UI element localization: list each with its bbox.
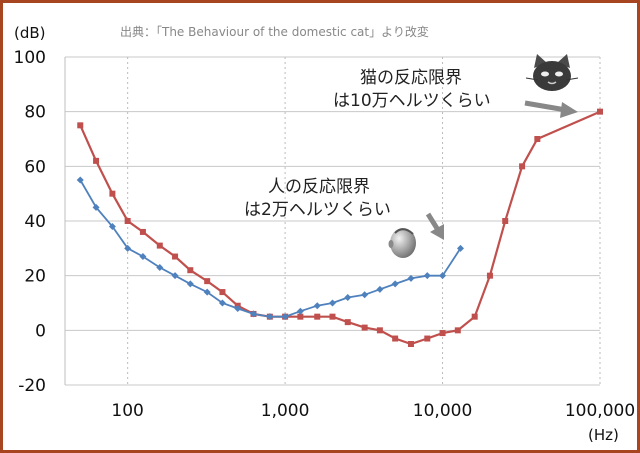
y-unit-label: (dB) (14, 24, 46, 42)
data-point-cat (424, 335, 431, 342)
data-point-cat (297, 313, 304, 320)
data-point-cat (454, 327, 461, 334)
data-point-cat (329, 313, 336, 320)
data-point-cat (93, 157, 100, 164)
human-annotation-line2: は2万ヘルツくらい (244, 200, 391, 220)
y-tick-label: -20 (18, 376, 46, 396)
data-point-cat (534, 136, 541, 142)
human-annotation-line1: 人の反応限界 (268, 177, 370, 197)
axes: -20 0 20 40 60 80 100 100 1,000 10,000 100,000 (14, 48, 636, 421)
data-point-cat (77, 122, 84, 129)
data-point-cat (392, 335, 399, 342)
data-point-cat (407, 341, 414, 347)
data-point-human (218, 299, 226, 307)
cat-annotation-line2: は10万ヘルツくらい (333, 91, 491, 111)
data-point-cat (486, 272, 493, 279)
data-point-cat (597, 108, 603, 115)
series (76, 108, 603, 347)
data-point-human (234, 304, 242, 312)
cat-arrow (524, 100, 578, 118)
cat-annotation-line1: 猫の反応限界 (360, 68, 462, 88)
source-text: 出典：「The Behaviour of the domestic cat」より… (120, 24, 429, 39)
y-tick-label: 20 (24, 267, 46, 287)
data-point-human (456, 244, 464, 252)
data-point-human (139, 253, 147, 261)
data-point-cat (361, 324, 368, 331)
data-point-human (361, 291, 369, 299)
y-tick-label: 60 (24, 157, 46, 177)
series-cat (77, 108, 603, 347)
y-tick-label: 40 (24, 212, 46, 232)
human-head-icon (388, 228, 416, 258)
cat-face-icon (525, 54, 579, 91)
data-point-human (296, 307, 304, 315)
x-tick-label: 1,000 (261, 401, 310, 421)
data-point-human (76, 176, 84, 184)
series-line-cat (79, 110, 601, 346)
series-human (76, 176, 464, 321)
data-point-human (266, 313, 274, 321)
human-arrow (425, 212, 444, 240)
data-point-cat (314, 313, 321, 320)
data-point-human (186, 280, 194, 288)
data-point-human (156, 263, 164, 271)
data-point-human (250, 310, 258, 318)
data-point-cat (187, 267, 194, 274)
data-point-cat (172, 253, 179, 260)
data-point-human (203, 288, 211, 296)
data-point-cat (502, 218, 509, 224)
data-point-cat (439, 330, 446, 337)
data-point-cat (204, 278, 211, 285)
grid (65, 56, 601, 386)
y-tick-label: 80 (24, 103, 46, 123)
data-point-human (439, 272, 447, 280)
data-point-cat (344, 319, 351, 326)
data-point-human (391, 280, 399, 288)
data-point-human (313, 302, 321, 310)
x-tick-label: 100,000 (565, 401, 635, 421)
data-point-cat (519, 163, 526, 170)
data-point-cat (219, 289, 226, 296)
data-point-human (423, 272, 431, 280)
data-point-cat (156, 242, 163, 249)
x-unit-label: (Hz) (588, 426, 619, 444)
data-point-cat (376, 327, 383, 334)
x-tick-label: 10,000 (413, 401, 472, 421)
y-tick-label: 100 (14, 48, 46, 68)
data-point-human (171, 272, 179, 280)
data-point-human (376, 285, 384, 293)
data-point-human (407, 274, 415, 282)
data-point-human (281, 313, 289, 321)
data-point-cat (124, 218, 131, 224)
data-point-cat (139, 228, 146, 235)
data-point-human (108, 222, 116, 230)
data-point-human (92, 203, 100, 211)
data-point-human (329, 299, 336, 307)
data-point-human (344, 294, 352, 302)
x-tick-label: 100 (111, 401, 143, 421)
y-tick-label: 0 (35, 321, 46, 341)
data-point-human (124, 244, 132, 252)
data-point-cat (109, 190, 116, 197)
data-point-cat (471, 313, 478, 320)
